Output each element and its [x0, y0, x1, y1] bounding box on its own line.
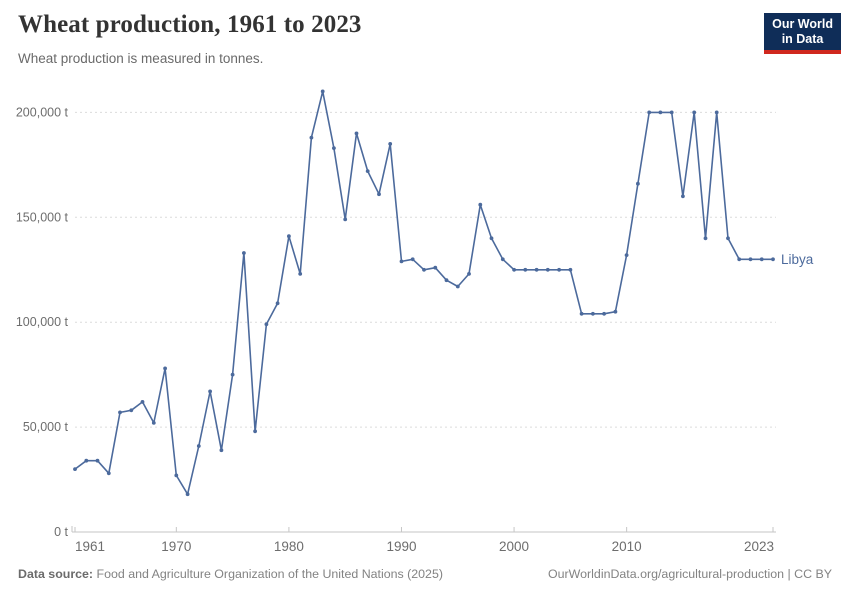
- data-point[interactable]: [365, 169, 370, 174]
- data-point[interactable]: [410, 257, 415, 262]
- data-point[interactable]: [692, 110, 697, 115]
- data-point[interactable]: [512, 267, 516, 272]
- data-point[interactable]: [377, 192, 381, 197]
- data-point[interactable]: [455, 284, 460, 289]
- data-point[interactable]: [444, 278, 449, 283]
- data-point[interactable]: [579, 311, 584, 316]
- owid-logo[interactable]: Our World in Data: [764, 13, 841, 54]
- data-point[interactable]: [332, 146, 336, 151]
- data-point[interactable]: [140, 400, 145, 404]
- data-point[interactable]: [726, 236, 730, 241]
- data-point[interactable]: [591, 311, 595, 316]
- data-point[interactable]: [320, 89, 325, 94]
- chart-subtitle: Wheat production is measured in tonnes.: [18, 51, 264, 66]
- data-point[interactable]: [73, 467, 77, 471]
- x-tick-label: 1961: [75, 539, 105, 554]
- data-point[interactable]: [422, 267, 426, 272]
- data-point[interactable]: [624, 253, 629, 257]
- data-point[interactable]: [343, 217, 348, 222]
- data-point[interactable]: [151, 421, 156, 425]
- data-point[interactable]: [129, 408, 134, 413]
- data-point[interactable]: [647, 110, 652, 115]
- data-point[interactable]: [489, 236, 494, 241]
- data-point[interactable]: [84, 458, 89, 463]
- data-point[interactable]: [287, 234, 291, 239]
- data-source-text: Food and Agriculture Organization of the…: [96, 567, 443, 581]
- data-point[interactable]: [557, 267, 561, 272]
- data-point[interactable]: [196, 444, 201, 448]
- x-tick-label: 1990: [386, 539, 416, 554]
- y-tick-label: 50,000 t: [23, 420, 69, 434]
- data-point[interactable]: [737, 257, 742, 262]
- data-point[interactable]: [309, 135, 314, 140]
- data-point[interactable]: [681, 194, 685, 199]
- data-point[interactable]: [388, 142, 393, 146]
- data-point[interactable]: [534, 267, 539, 272]
- data-point[interactable]: [523, 267, 528, 272]
- data-point[interactable]: [748, 257, 753, 262]
- data-point[interactable]: [253, 429, 257, 434]
- data-point[interactable]: [669, 110, 674, 115]
- data-point[interactable]: [703, 236, 708, 241]
- y-tick-label: 200,000 t: [16, 105, 69, 119]
- owid-logo-line2: in Data: [781, 32, 824, 46]
- data-point[interactable]: [219, 448, 224, 453]
- data-point[interactable]: [545, 267, 550, 272]
- data-source-label: Data source:: [18, 567, 94, 581]
- data-point[interactable]: [174, 473, 179, 478]
- page-title: Wheat production, 1961 to 2023: [18, 11, 362, 38]
- data-point[interactable]: [208, 389, 213, 394]
- data-point[interactable]: [636, 181, 640, 186]
- data-point[interactable]: [275, 301, 280, 306]
- x-tick-label: 1970: [161, 539, 191, 554]
- data-point[interactable]: [230, 372, 235, 377]
- y-tick-label: 150,000 t: [16, 210, 69, 224]
- x-tick-label: 2010: [612, 539, 642, 554]
- data-point[interactable]: [467, 272, 471, 276]
- owid-logo-line1: Our World: [772, 17, 833, 31]
- data-point[interactable]: [613, 309, 618, 314]
- data-point[interactable]: [118, 410, 122, 415]
- data-point[interactable]: [163, 366, 168, 371]
- data-point[interactable]: [478, 202, 483, 207]
- data-point[interactable]: [185, 492, 190, 497]
- data-point[interactable]: [433, 265, 438, 270]
- x-tick-label: 2023: [744, 539, 774, 554]
- series-label-libya: Libya: [781, 252, 814, 267]
- data-point[interactable]: [568, 267, 573, 272]
- data-point[interactable]: [95, 458, 100, 463]
- data-point[interactable]: [602, 311, 606, 316]
- y-tick-label: 100,000 t: [16, 315, 69, 329]
- x-tick-label: 1980: [274, 539, 304, 554]
- data-point[interactable]: [658, 110, 663, 115]
- data-source-line: Data source: Food and Agriculture Organi…: [18, 567, 443, 581]
- data-point[interactable]: [500, 257, 505, 262]
- data-point[interactable]: [354, 131, 359, 136]
- data-point[interactable]: [714, 110, 719, 115]
- data-point[interactable]: [759, 257, 764, 262]
- data-point[interactable]: [242, 251, 246, 255]
- credit-link[interactable]: OurWorldinData.org/agricultural-producti…: [548, 567, 832, 581]
- data-point[interactable]: [106, 471, 111, 476]
- x-tick-label: 2000: [499, 539, 529, 554]
- data-point[interactable]: [264, 322, 269, 327]
- y-tick-label: 0 t: [54, 525, 68, 539]
- data-point[interactable]: [771, 257, 775, 262]
- data-point[interactable]: [298, 272, 303, 276]
- data-point[interactable]: [399, 259, 404, 264]
- libya-series-line[interactable]: [74, 90, 774, 495]
